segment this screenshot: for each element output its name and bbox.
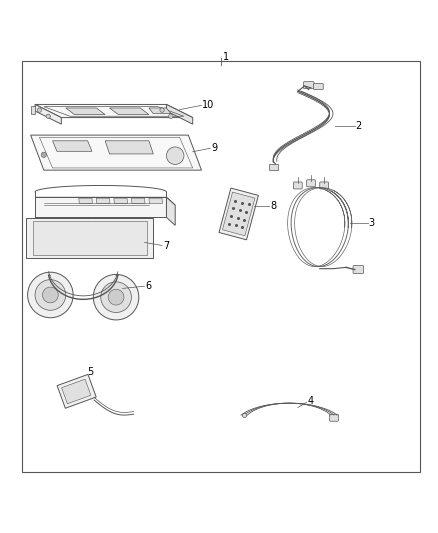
Polygon shape [79, 198, 92, 204]
Text: 8: 8 [271, 201, 277, 212]
Polygon shape [149, 108, 171, 114]
FancyBboxPatch shape [269, 164, 278, 170]
Polygon shape [57, 374, 96, 408]
Text: 1: 1 [223, 52, 230, 62]
Circle shape [37, 108, 42, 112]
FancyBboxPatch shape [353, 265, 364, 273]
Polygon shape [166, 104, 193, 124]
Polygon shape [33, 221, 147, 255]
Polygon shape [105, 141, 153, 154]
Polygon shape [35, 104, 193, 118]
Circle shape [42, 287, 58, 303]
Circle shape [35, 280, 66, 310]
Polygon shape [53, 141, 92, 151]
Circle shape [166, 147, 184, 165]
Text: 3: 3 [369, 217, 375, 228]
Polygon shape [35, 197, 175, 205]
Text: 5: 5 [88, 367, 94, 377]
Text: 7: 7 [163, 241, 169, 251]
Polygon shape [35, 104, 61, 124]
Polygon shape [110, 108, 149, 115]
Polygon shape [35, 197, 166, 217]
FancyBboxPatch shape [293, 182, 302, 189]
Polygon shape [96, 198, 110, 204]
Circle shape [101, 282, 131, 312]
Polygon shape [26, 219, 153, 258]
Circle shape [28, 272, 73, 318]
FancyBboxPatch shape [314, 84, 323, 90]
FancyBboxPatch shape [304, 82, 314, 88]
Polygon shape [31, 106, 35, 114]
Circle shape [169, 114, 173, 118]
Polygon shape [114, 198, 127, 204]
Text: 10: 10 [202, 100, 215, 110]
Polygon shape [31, 135, 201, 170]
Circle shape [46, 114, 50, 118]
Polygon shape [62, 379, 91, 404]
Text: 4: 4 [307, 397, 314, 406]
Polygon shape [66, 108, 105, 115]
Text: 2: 2 [356, 122, 362, 131]
Polygon shape [219, 188, 258, 240]
Circle shape [108, 289, 124, 305]
FancyBboxPatch shape [307, 180, 315, 187]
Text: 9: 9 [211, 143, 217, 153]
Polygon shape [149, 198, 162, 204]
Text: 6: 6 [145, 281, 152, 291]
Circle shape [41, 152, 46, 157]
FancyBboxPatch shape [329, 414, 338, 421]
Circle shape [93, 274, 139, 320]
Circle shape [160, 108, 164, 112]
FancyBboxPatch shape [320, 182, 328, 189]
Polygon shape [166, 197, 175, 225]
Polygon shape [223, 192, 255, 236]
Polygon shape [131, 198, 145, 204]
